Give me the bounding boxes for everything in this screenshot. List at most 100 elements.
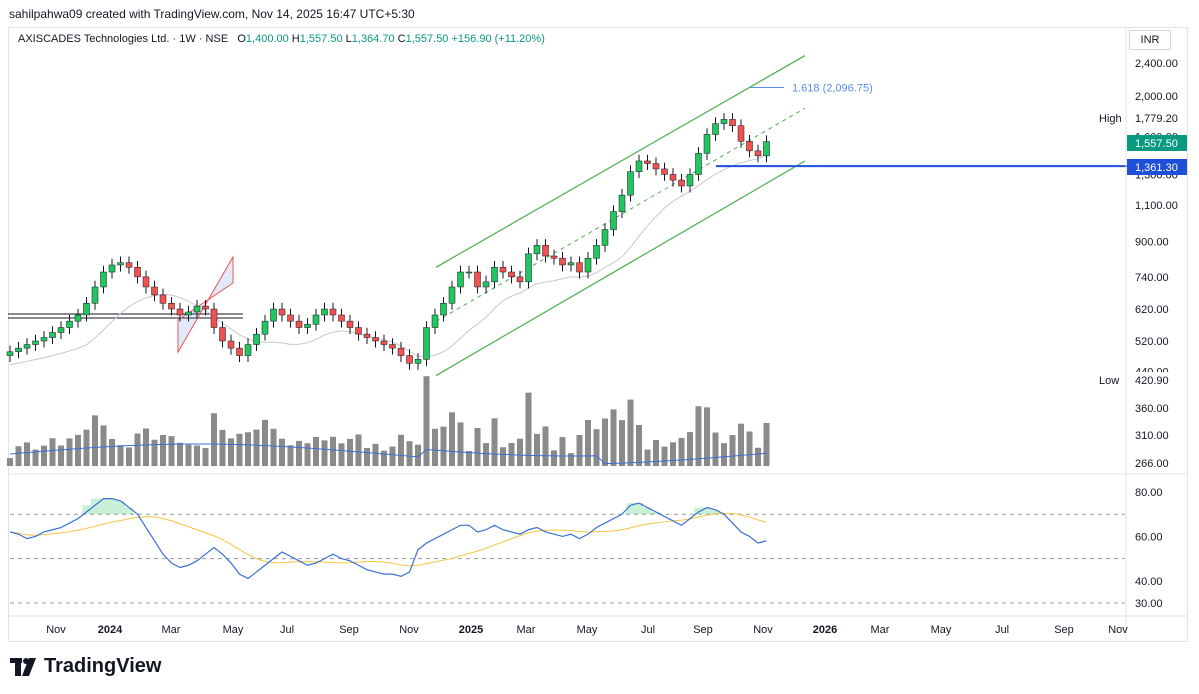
time-axis-label: 2026 [813,624,837,636]
current-price-value: 1,557.50 [1135,138,1178,150]
price-axis-label: 266.00 [1135,458,1169,470]
time-axis-label: Nov [1108,624,1128,636]
candle-down [406,355,413,364]
volume-bar [381,450,387,466]
time-axis-label: 2024 [98,624,123,636]
rsi-overbought-fill [90,498,100,515]
volume-bar [32,449,39,466]
price-axis-label: 1,100.00 [1135,200,1178,212]
symbol-info-line[interactable]: AXISCADES Technologies Ltd. · 1W · NSE O… [18,33,545,45]
volume-bar [746,431,753,466]
time-axis-label: Mar [517,624,536,636]
candle-down [295,320,303,328]
volume-bar [24,442,30,466]
candle-up [312,314,320,325]
volume-bar [279,438,285,466]
time-axis-label: Sep [1054,624,1074,636]
volume-bar [738,423,744,466]
volume-bar [15,446,22,466]
interval-label[interactable]: 1W [179,33,196,45]
candle-down [678,179,685,187]
low-label: L [345,33,352,45]
rsi-axis-label: 30.00 [1135,598,1163,610]
candle-down [669,174,677,181]
volume-bar [66,438,73,466]
volume-bar [602,418,608,466]
time-axis-label: Jul [641,624,655,636]
candle-down [397,347,405,356]
low-label: Low [1099,375,1119,387]
time-axis-label: May [931,624,952,636]
volume-bar [695,406,702,466]
candle-down [499,267,507,273]
candle-up [261,320,269,335]
volume-bar [321,440,328,466]
tradingview-logo[interactable]: TradingView [10,655,161,678]
rsi-axis-label: 40.00 [1135,576,1163,588]
candle-up [712,123,719,135]
candle-up [321,308,328,316]
volume-bar [7,458,13,466]
time-axis-label: 2025 [459,624,483,636]
symbol-name[interactable]: AXISCADES Technologies Ltd. [18,33,170,45]
rsi-overbought-fill [626,503,635,515]
time-axis-label: May [577,624,598,636]
exchange-label: NSE [205,33,229,45]
currency-button[interactable]: INR [1129,30,1171,50]
candle-up [57,327,65,333]
candle-up [6,351,14,356]
volume-bar [619,420,625,466]
volume-bar [202,447,209,466]
candle-down [168,303,175,310]
candle-up [482,281,490,288]
volume-bar [636,424,642,466]
volume-bar [500,447,506,466]
candle-up [32,340,39,345]
time-axis-label: Nov [753,624,773,636]
price-axis-label: 360.00 [1135,403,1169,415]
time-axis-label: Jul [995,624,1009,636]
candle-down [346,320,354,328]
rsi-overbought-fill [82,505,91,515]
volume-bar [49,438,56,466]
rsi-overbought-fill [694,507,703,515]
volume-bar [177,442,183,466]
volume-bar [568,453,574,466]
close-label: C [397,33,406,45]
candle-up [567,262,575,266]
low-value: 420.90 [1135,375,1169,387]
candle-down [754,150,762,157]
current-price-badge [1127,135,1187,151]
candle-down [652,163,660,170]
volume-bar [168,436,175,466]
volume-bar [270,428,277,466]
volume-bar [627,399,634,466]
volume-bar [253,429,260,466]
candle-up [270,308,277,322]
candle-up [193,305,201,313]
candle-down [661,168,668,175]
price-axis-label: 740.00 [1135,272,1169,284]
volume-bar [551,450,557,466]
tradingview-logo-icon [10,657,38,676]
volume-bar [474,428,481,466]
volume-bar [58,445,64,466]
volume-bar [644,449,651,466]
volume-bar [457,422,464,466]
rsi-moving-average [9,512,767,567]
candle-up [635,160,643,172]
candle-up [457,271,464,288]
high-value: 1,779.20 [1135,113,1178,125]
volume-bar [41,445,47,466]
volume-bar [729,435,736,466]
candle-down [550,255,558,259]
volume-bar [304,443,311,466]
candle-up [720,119,728,124]
chart-panel[interactable] [8,27,1188,642]
volume-bar [75,434,81,466]
volume-bar [593,429,600,466]
candle-up [618,194,626,212]
candle-down [278,308,286,316]
candle-down [236,347,243,356]
